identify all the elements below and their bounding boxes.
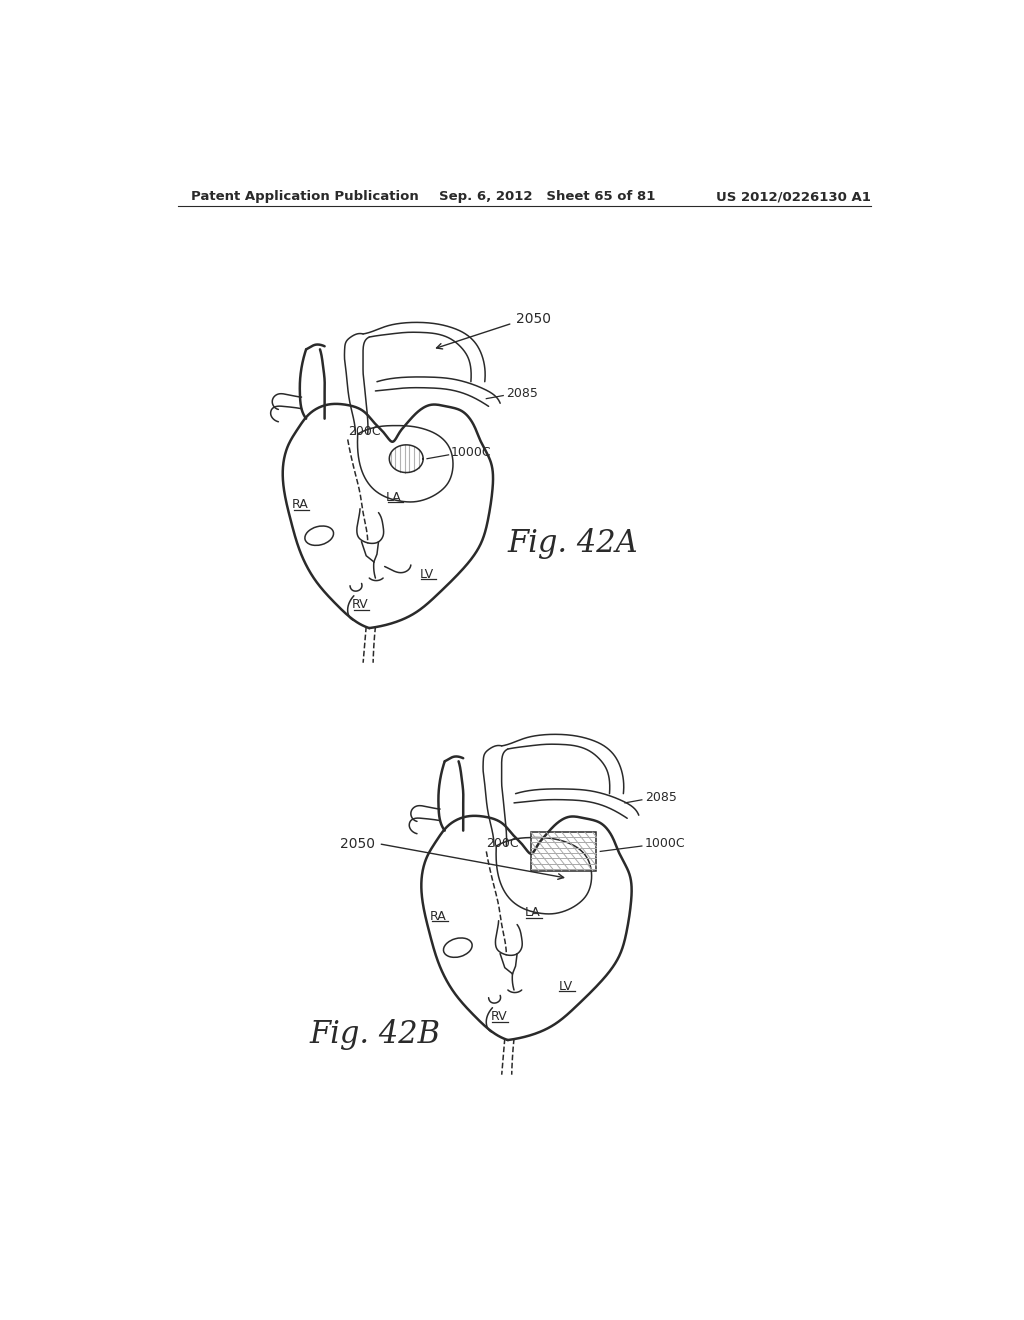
Text: LV: LV [558,979,572,993]
Text: 1000C: 1000C [451,446,492,459]
Text: LA: LA [524,907,541,920]
Text: RV: RV [351,598,369,611]
Text: LA: LA [386,491,401,504]
Text: 2050: 2050 [515,312,551,326]
Text: 2085: 2085 [506,387,539,400]
Text: Fig. 42A: Fig. 42A [508,528,639,558]
Text: Sep. 6, 2012   Sheet 65 of 81: Sep. 6, 2012 Sheet 65 of 81 [438,190,655,203]
Text: 200C: 200C [348,425,380,438]
Bar [531,832,596,871]
Text: RA: RA [292,499,308,511]
Text: 2085: 2085 [645,791,677,804]
Text: RA: RA [430,911,446,924]
Text: 2050: 2050 [340,837,376,850]
Text: US 2012/0226130 A1: US 2012/0226130 A1 [716,190,870,203]
Text: Patent Application Publication: Patent Application Publication [190,190,419,203]
Text: LV: LV [420,568,434,581]
Text: 200C: 200C [486,837,519,850]
Text: 1000C: 1000C [645,837,685,850]
Text: Fig. 42B: Fig. 42B [309,1019,440,1051]
Text: RV: RV [490,1010,507,1023]
